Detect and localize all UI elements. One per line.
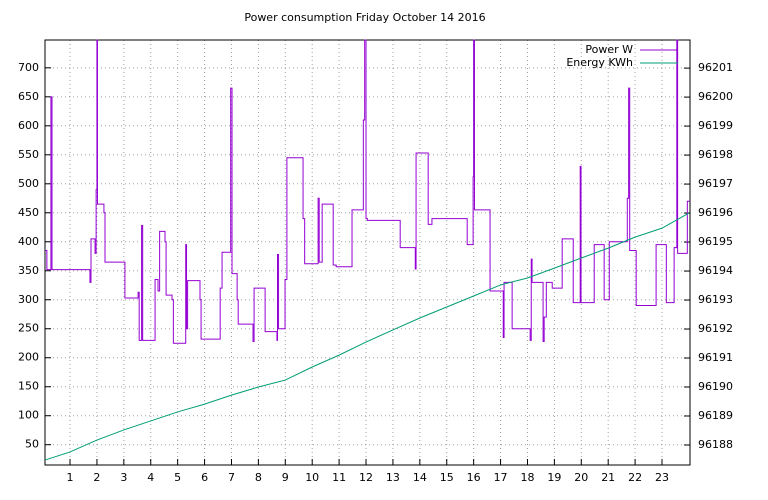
x-tick-label: 9 (282, 471, 289, 484)
x-tick-label: 11 (332, 471, 346, 484)
x-tick-label: 16 (467, 471, 481, 484)
legend-label: Power W (585, 43, 633, 56)
x-tick-label: 10 (305, 471, 319, 484)
y-tick-label: 100 (18, 409, 39, 422)
y2-tick-label: 96190 (698, 380, 733, 393)
y2-tick-label: 96192 (698, 322, 733, 335)
x-tick-label: 22 (628, 471, 642, 484)
x-tick-label: 8 (255, 471, 262, 484)
y-tick-label: 50 (25, 438, 39, 451)
x-tick-label: 21 (601, 471, 615, 484)
y2-tick-label: 96193 (698, 293, 733, 306)
y-tick-label: 500 (18, 177, 39, 190)
legend-label: Energy KWh (566, 56, 633, 69)
y-tick-label: 550 (18, 148, 39, 161)
y-tick-label: 250 (18, 322, 39, 335)
x-tick-label: 23 (655, 471, 669, 484)
y2-tick-label: 96201 (698, 61, 733, 74)
y2-tick-label: 96196 (698, 206, 733, 219)
x-tick-label: 15 (440, 471, 454, 484)
chart-title: Power consumption Friday October 14 2016 (244, 11, 485, 24)
y-tick-label: 400 (18, 235, 39, 248)
x-tick-label: 1 (67, 471, 74, 484)
x-tick-label: 5 (174, 471, 181, 484)
x-tick-label: 12 (359, 471, 373, 484)
y2-tick-label: 96200 (698, 90, 733, 103)
y2-tick-label: 96199 (698, 119, 733, 132)
y2-tick-label: 96195 (698, 235, 733, 248)
x-tick-label: 6 (201, 471, 208, 484)
series-line (45, 39, 690, 344)
y-tick-label: 600 (18, 119, 39, 132)
x-tick-label: 4 (147, 471, 154, 484)
x-tick-label: 3 (120, 471, 127, 484)
y2-tick-label: 96189 (698, 409, 733, 422)
y-tick-label: 700 (18, 61, 39, 74)
x-tick-label: 14 (413, 471, 427, 484)
y2-tick-label: 96198 (698, 148, 733, 161)
y-tick-label: 300 (18, 293, 39, 306)
series-line (44, 212, 690, 461)
x-tick-label: 17 (494, 471, 508, 484)
x-tick-label: 13 (386, 471, 400, 484)
x-tick-label: 2 (93, 471, 100, 484)
y2-tick-label: 96197 (698, 177, 733, 190)
x-tick-label: 7 (228, 471, 235, 484)
y-tick-label: 200 (18, 351, 39, 364)
y2-tick-label: 96194 (698, 264, 733, 277)
x-tick-label: 19 (547, 471, 561, 484)
x-tick-label: 20 (574, 471, 588, 484)
plot-border (44, 39, 691, 466)
y2-tick-label: 96188 (698, 438, 733, 451)
y-tick-label: 150 (18, 380, 39, 393)
y-tick-label: 450 (18, 206, 39, 219)
y-tick-label: 350 (18, 264, 39, 277)
x-tick-label: 18 (520, 471, 534, 484)
y2-tick-label: 96191 (698, 351, 733, 364)
y-tick-label: 650 (18, 90, 39, 103)
